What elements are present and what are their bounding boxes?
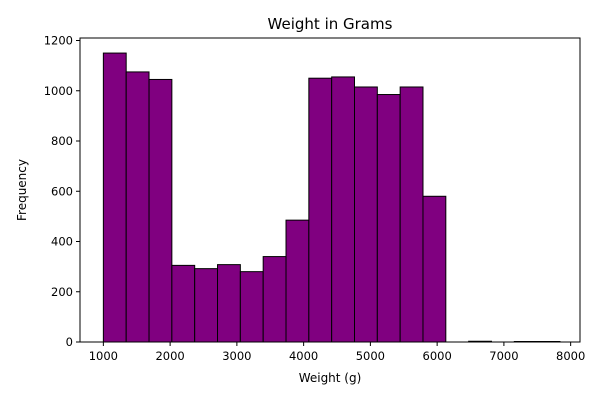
histogram-bar-8 xyxy=(285,219,310,343)
histogram-bar-14 xyxy=(422,195,447,343)
histogram-bar-13 xyxy=(399,86,424,343)
x-axis-label: Weight (g) xyxy=(299,371,362,385)
y-tick-label: 800 xyxy=(51,134,73,148)
x-tick-label: 8000 xyxy=(556,349,585,363)
histogram-bar-3 xyxy=(171,264,196,343)
histogram-bar-9 xyxy=(308,77,333,343)
x-tick-label: 3000 xyxy=(222,349,251,363)
x-tick-label: 6000 xyxy=(423,349,452,363)
histogram-bar-1 xyxy=(125,71,150,343)
y-tick-label: 1200 xyxy=(44,34,73,48)
bars-group xyxy=(102,52,561,343)
histogram-bar-10 xyxy=(331,76,356,343)
histogram-bar-12 xyxy=(376,94,401,343)
histogram-bar-5 xyxy=(217,264,241,343)
histogram-bar-4 xyxy=(194,268,219,343)
chart-title: Weight in Grams xyxy=(268,15,393,33)
x-axis-ticks: 1000 2000 3000 4000 5000 6000 7000 8000 xyxy=(89,342,585,363)
histogram-bar-0 xyxy=(102,52,127,343)
histogram-bar-6 xyxy=(239,271,264,343)
x-tick-label: 7000 xyxy=(489,349,518,363)
plot-frame xyxy=(79,37,581,343)
histogram-bar-2 xyxy=(148,78,173,343)
histogram-bar-7 xyxy=(262,256,287,343)
y-tick-label: 400 xyxy=(51,235,73,249)
x-tick-label: 1000 xyxy=(89,349,118,363)
y-tick-label: 600 xyxy=(51,184,73,198)
histogram-bar-11 xyxy=(354,86,378,343)
y-tick-label: 0 xyxy=(66,335,73,349)
y-axis-label: Frequency xyxy=(15,159,29,221)
x-tick-label: 2000 xyxy=(155,349,184,363)
y-axis-ticks: 0 200 400 600 800 1000 1200 xyxy=(44,34,80,349)
y-tick-label: 200 xyxy=(51,285,73,299)
x-tick-label: 5000 xyxy=(356,349,385,363)
y-tick-label: 1000 xyxy=(44,84,73,98)
x-tick-label: 4000 xyxy=(289,349,318,363)
